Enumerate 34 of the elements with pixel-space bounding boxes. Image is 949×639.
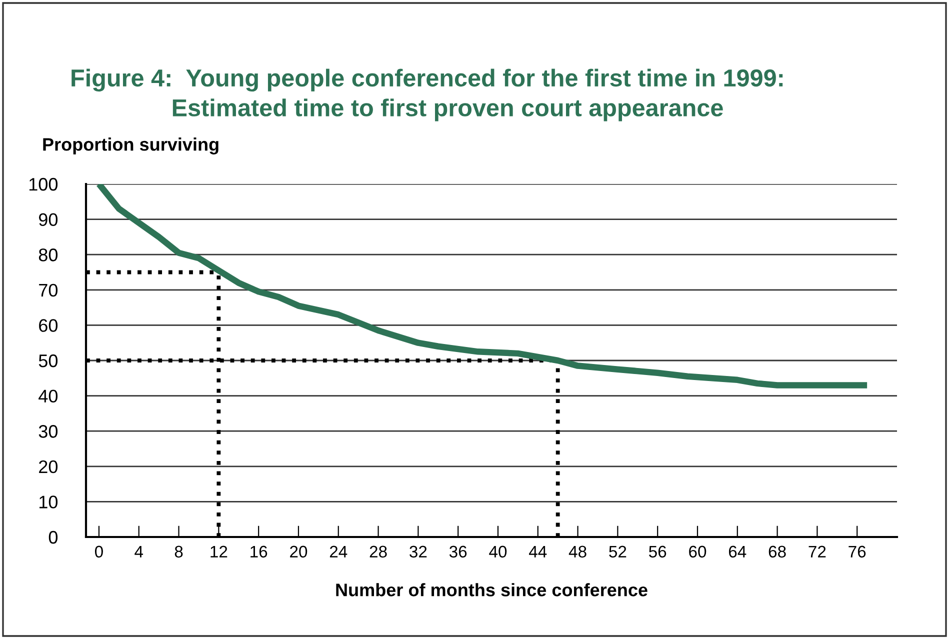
y-tick-label: 70: [39, 284, 58, 297]
x-tick-label: 8: [174, 546, 183, 558]
x-tick-label: 64: [728, 546, 746, 558]
x-tick-label: 24: [330, 546, 348, 558]
x-tick-label: 60: [689, 546, 706, 558]
x-tick-label: 32: [410, 546, 427, 558]
y-tick-label: 10: [40, 496, 58, 508]
x-tick-label: 72: [808, 546, 826, 558]
x-tick-label: 44: [529, 546, 547, 558]
x-tick-label: 28: [370, 546, 387, 558]
x-tick-label: 56: [648, 546, 666, 558]
x-tick-label: 36: [449, 546, 467, 558]
x-tick-label: 0: [94, 546, 103, 558]
x-tick-label: 16: [250, 546, 268, 558]
x-tick-label: 12: [210, 546, 228, 558]
y-tick-label: 0: [48, 530, 58, 544]
x-tick-label: 68: [768, 546, 786, 558]
y-tick-label: 80: [38, 248, 58, 262]
x-tick-label: 20: [290, 546, 308, 558]
y-tick-label: 60: [39, 319, 58, 332]
x-axis-title: Number of months since conference: [336, 583, 648, 596]
y-tick-label: 50: [38, 354, 58, 368]
y-tick-label: 20: [39, 460, 58, 474]
y-tick-label: 40: [38, 390, 58, 403]
y-axis-title: Proportion surviving: [43, 138, 218, 154]
y-tick-label: 100: [29, 178, 58, 191]
x-tick-label: 40: [489, 546, 507, 558]
x-tick-label: 52: [609, 546, 626, 558]
chart-title: Figure 4: Young people conferenced for the first time in 1999: Estimated time to first proven court appearance: [72, 68, 783, 122]
y-tick-label: 30: [38, 425, 58, 438]
y-tick-label: 90: [38, 213, 58, 226]
x-tick-label: 76: [848, 546, 866, 558]
x-tick-label: 4: [134, 546, 144, 558]
x-tick-label: 48: [568, 546, 586, 558]
